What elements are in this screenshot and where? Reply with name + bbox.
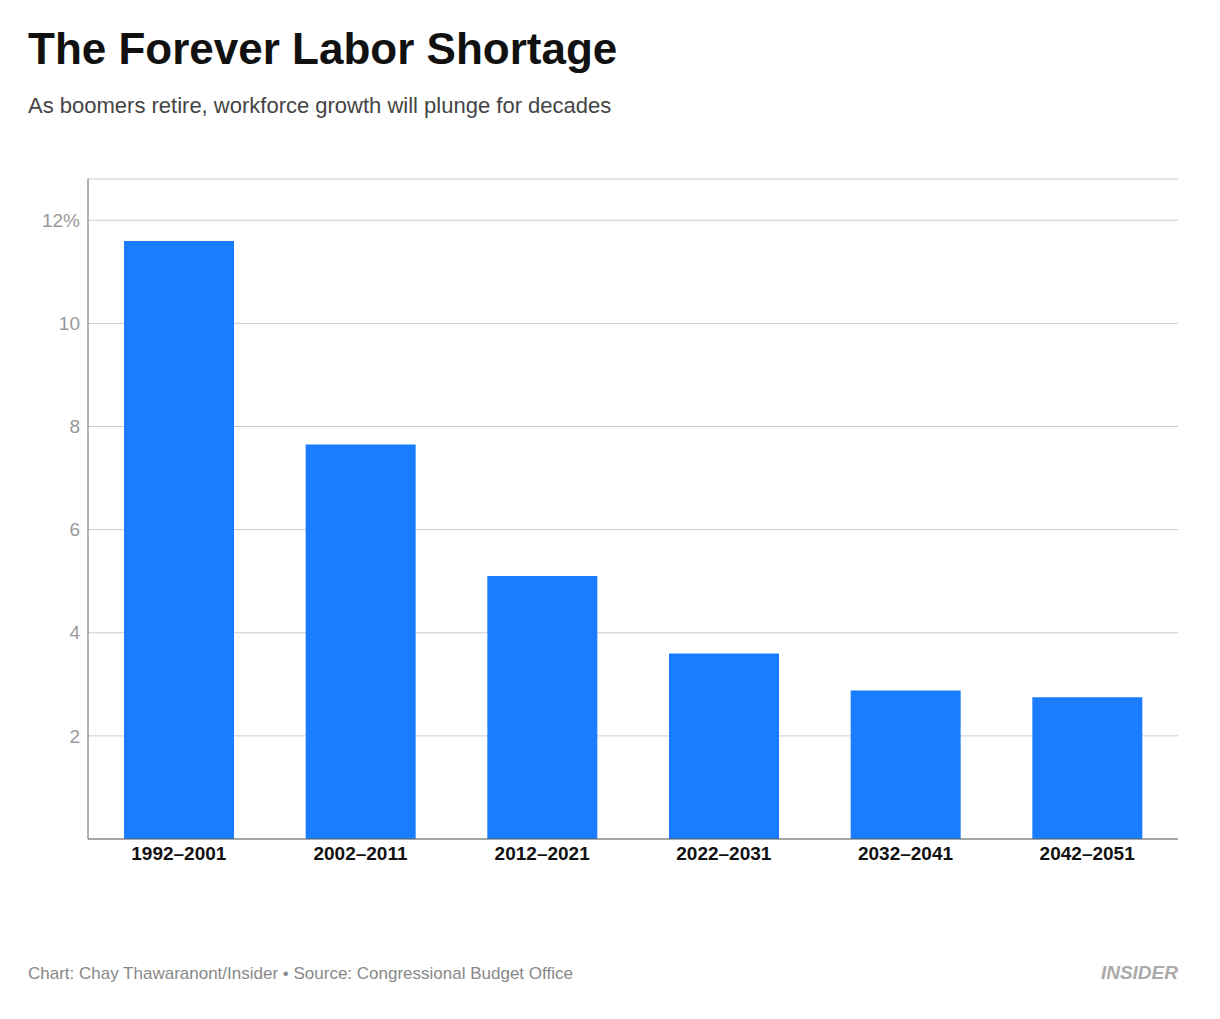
svg-text:8: 8 (69, 416, 80, 437)
svg-text:2002–2011: 2002–2011 (313, 843, 407, 864)
svg-text:2032–2041: 2032–2041 (858, 843, 954, 864)
svg-text:1992–2001: 1992–2001 (131, 843, 227, 864)
html-text:INSIDER: INSIDER (1100, 962, 1178, 983)
svg-text:4: 4 (69, 622, 80, 643)
svg-text:12%: 12% (42, 210, 80, 231)
svg-text:10: 10 (59, 313, 80, 334)
html-text:Chart: Chay Thawaranont/Inside: Chart: Chay Thawaranont/Insider • Source… (28, 964, 573, 983)
svg-text:2012–2021: 2012–2021 (495, 843, 591, 864)
svg-text:2022–2031: 2022–2031 (676, 843, 772, 864)
html-text:As boomers retire, workforce g: As boomers retire, workforce growth will… (28, 92, 612, 118)
svg-text:2042–2051: 2042–2051 (1040, 843, 1136, 864)
svg-text:6: 6 (69, 519, 80, 540)
html-text:The Forever Labor Shortage: The Forever Labor Shortage (28, 24, 618, 73)
svg-text:2: 2 (69, 725, 80, 746)
